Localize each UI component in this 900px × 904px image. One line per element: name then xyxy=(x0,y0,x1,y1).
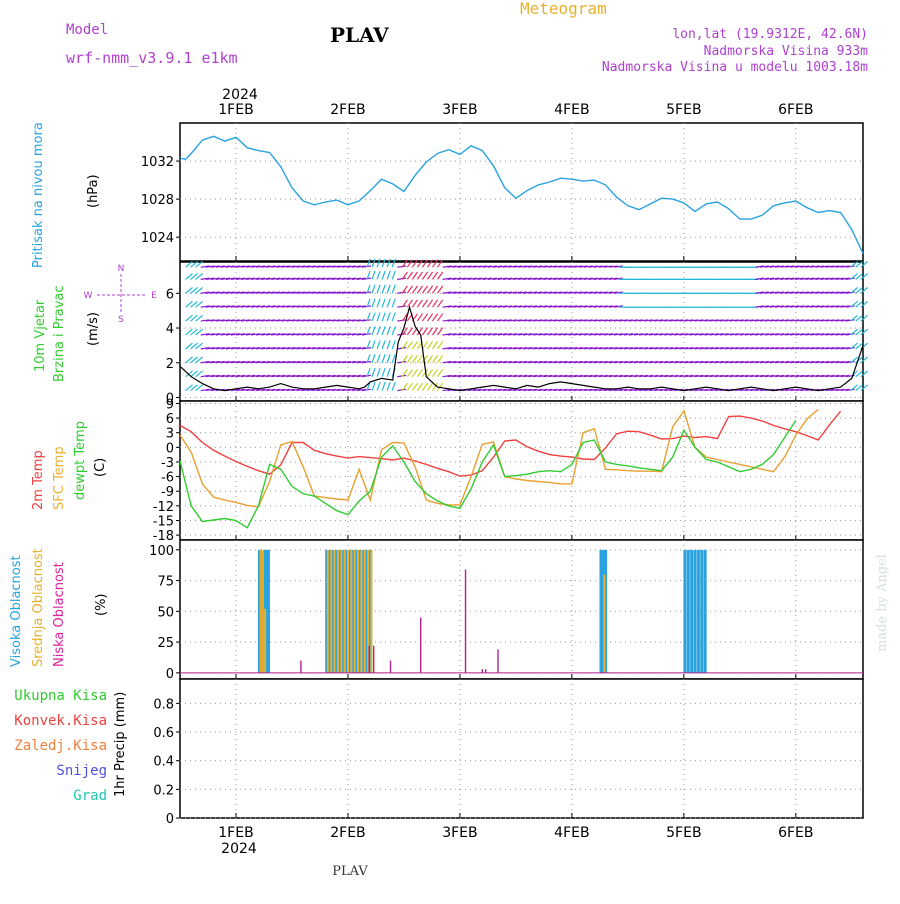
temp-ylabel-2m: 2m Temp xyxy=(31,450,46,510)
temperature-ytick-label: 0 xyxy=(166,441,174,456)
temperature-ytick-label: 9 xyxy=(166,397,174,412)
bottom-date-label: 5FEB xyxy=(666,825,701,841)
temperature-ytick-label: -3 xyxy=(161,456,174,471)
panels: 1024102810320246-18-15-12-9-6-3036902550… xyxy=(141,123,868,827)
cloud-ytick-label: 75 xyxy=(157,575,174,590)
credit-text: made by Angel xyxy=(875,554,890,652)
top-date-label: 5FEB xyxy=(666,102,701,118)
temp-ylabel: 2m Temp SFC Temp dewpt Temp (C) xyxy=(31,421,108,510)
panel-pressure: 1024 1028 1032 xyxy=(141,123,863,261)
temperature-ytick-label: -6 xyxy=(161,471,174,486)
bottom-date-label: 1FEB xyxy=(218,825,253,841)
precip-ytick-label: 0.8 xyxy=(153,697,174,712)
bottom-year-label: 2024 xyxy=(221,841,257,857)
wind-ylabel: 10m Vjetar Brzina i Pravac (m/s) N S W E xyxy=(33,264,157,382)
compass-s: S xyxy=(118,315,124,325)
pressure-ylabel: Pritisak na nivou mora (hPa) xyxy=(31,122,101,268)
footer-station: PLAV xyxy=(332,864,368,879)
model-name: wrf-nmm_v3.9.1 e1km xyxy=(66,49,238,67)
top-date-label: 6FEB xyxy=(778,102,813,118)
temperature-ytick-label: 6 xyxy=(166,412,174,427)
cloud-ylabel-low: Niska Oblacnost xyxy=(52,562,67,667)
cloud-ylabel-mid: Srednja Oblacnost xyxy=(31,548,46,667)
cloud-ytick-label: 50 xyxy=(157,605,174,620)
bottom-date-label: 6FEB xyxy=(778,825,813,841)
model-label: Model xyxy=(66,22,108,38)
top-date-label: 2FEB xyxy=(330,102,365,118)
precip-ylabel-total: Ukupna Kisa xyxy=(14,688,107,704)
bottom-date-label: 2FEB xyxy=(330,825,365,841)
pressure-ylabel-main: Pritisak na nivou mora xyxy=(31,122,46,268)
precip-ytick-label: 0 xyxy=(166,812,174,827)
cloud-ylabel-high: Visoka Oblacnost xyxy=(9,555,24,667)
cloud-ylabel: Visoka Oblacnost Srednja Oblacnost Niska… xyxy=(9,548,109,667)
pressure-ytick-label: 1032 xyxy=(141,155,174,170)
bottom-date-label: 4FEB xyxy=(554,825,589,841)
elevation-text: Nadmorska Visina 933m xyxy=(704,44,869,59)
temperature-ytick-label: -15 xyxy=(153,514,174,529)
pressure-ylabel-unit: (hPa) xyxy=(86,174,101,208)
model-elevation-text: Nadmorska Visina u modelu 1003.18m xyxy=(602,60,868,75)
temperature-ytick-label: -12 xyxy=(153,500,174,515)
meteogram-title: Meteogram xyxy=(520,0,607,18)
panel-precip: 0 0.2 0.4 0.6 0.8 xyxy=(153,679,863,827)
temperature-ytick-label: -18 xyxy=(153,529,174,544)
compass-w: W xyxy=(84,291,93,301)
cloud-ytick-label: 100 xyxy=(149,544,174,559)
precip-ylabel-frz: Zaledj.Kisa xyxy=(14,738,107,754)
wind-ylabel-sub: Brzina i Pravac xyxy=(52,285,67,382)
top-date-label: 4FEB xyxy=(554,102,589,118)
precip-ytick-label: 0.2 xyxy=(153,783,174,798)
pressure-ytick-label: 1024 xyxy=(141,231,174,246)
top-date-ticks: 1FEB 2FEB 3FEB 4FEB 5FEB 6FEB xyxy=(218,102,813,118)
wind-ylabel-main: 10m Vjetar xyxy=(33,299,48,372)
precip-ylabel-unit: 1hr Precip (mm) xyxy=(113,692,128,797)
compass-e: E xyxy=(151,291,157,301)
pressure-ytick-label: 1028 xyxy=(141,193,174,208)
temperature-frame xyxy=(180,401,863,540)
precip-ylabel-snow: Snijeg xyxy=(56,763,107,779)
wind-ytick-label: 6 xyxy=(166,287,174,302)
precip-ylabel-grad: Grad xyxy=(73,788,107,804)
wind-frame xyxy=(180,262,863,401)
location-text: lon,lat (19.9312E, 42.6N) xyxy=(672,27,868,42)
top-year-label: 2024 xyxy=(222,87,258,103)
bottom-date-ticks: 1FEB 2FEB 3FEB 4FEB 5FEB 6FEB xyxy=(218,825,813,841)
precip-ylabel: Ukupna Kisa Konvek.Kisa Zaledj.Kisa Snij… xyxy=(14,688,128,804)
cloud-ytick-label: 25 xyxy=(157,636,174,651)
bottom-date-label: 3FEB xyxy=(442,825,477,841)
wind-ylabel-unit: (m/s) xyxy=(86,312,101,346)
top-date-label: 1FEB xyxy=(218,102,253,118)
pressure-frame xyxy=(180,123,863,261)
temp-ylabel-dewpt: dewpt Temp xyxy=(73,421,88,500)
cloud-ylabel-unit: (%) xyxy=(94,594,109,617)
cloud-frame xyxy=(180,540,863,679)
station-title: PLAV xyxy=(330,23,389,47)
temperature-ytick-label: 3 xyxy=(166,427,174,442)
precip-frame xyxy=(180,679,863,818)
top-date-label: 3FEB xyxy=(442,102,477,118)
temperature-ytick-label: -9 xyxy=(161,485,174,500)
panel-cloud: 0 25 50 75 100 xyxy=(149,540,863,682)
precip-ytick-label: 0.4 xyxy=(153,755,174,770)
compass-n: N xyxy=(118,264,125,274)
temp-ylabel-sfc: SFC Temp xyxy=(52,446,67,510)
cloud-ytick-label: 0 xyxy=(166,667,174,682)
precip-ylabel-conv: Konvek.Kisa xyxy=(14,713,107,729)
wind-ytick-label: 4 xyxy=(166,322,174,337)
wind-ytick-label: 2 xyxy=(166,357,174,372)
precip-ytick-label: 0.6 xyxy=(153,726,174,741)
temp-ylabel-unit: (C) xyxy=(93,458,108,477)
